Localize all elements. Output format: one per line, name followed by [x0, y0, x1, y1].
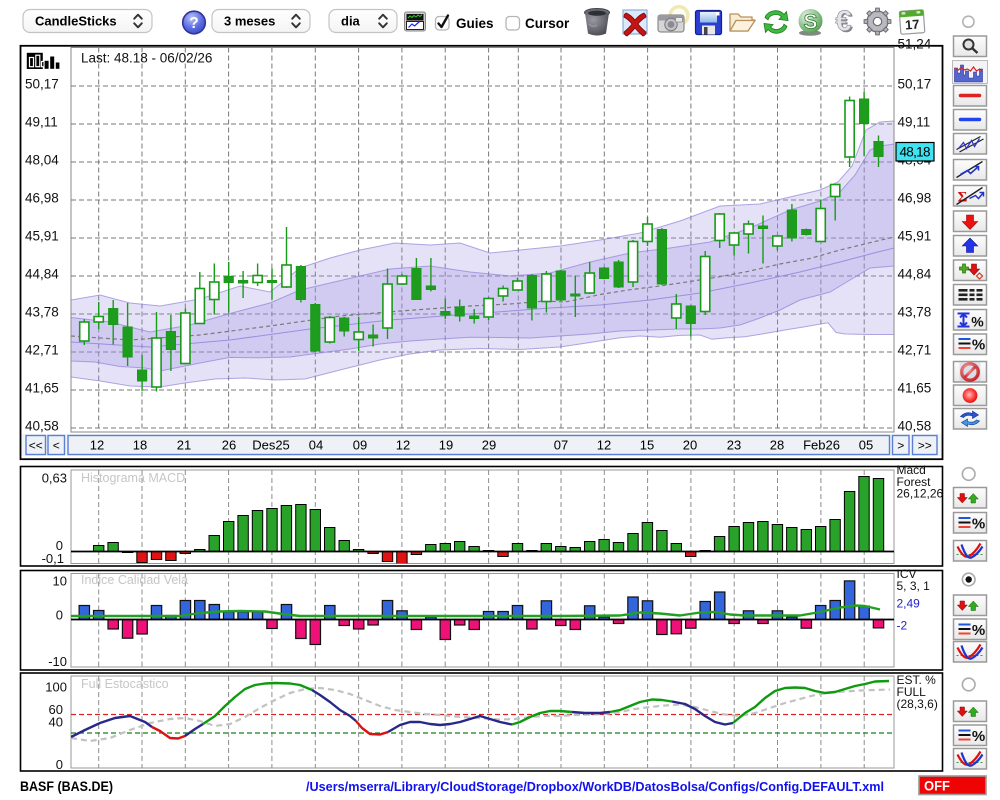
svg-text:Des25: Des25	[252, 438, 290, 453]
svg-text:05: 05	[859, 438, 873, 453]
svg-text:26,12,26: 26,12,26	[897, 487, 944, 501]
svg-text:3 meses: 3 meses	[224, 14, 275, 29]
svg-text:FULL: FULL	[897, 685, 927, 699]
svg-text:18: 18	[133, 438, 147, 453]
svg-text:12: 12	[597, 438, 611, 453]
svg-text:43,78: 43,78	[898, 305, 932, 320]
svg-text:EST. %: EST. %	[897, 673, 937, 687]
svg-text:41,65: 41,65	[25, 381, 59, 396]
svg-text:50,17: 50,17	[25, 77, 59, 92]
svg-text:<: <	[53, 439, 60, 453]
svg-text:-2: -2	[897, 619, 908, 633]
svg-text:44,84: 44,84	[898, 267, 932, 282]
svg-text:17: 17	[905, 17, 920, 33]
svg-text:42,71: 42,71	[898, 343, 932, 358]
svg-text:0: 0	[56, 757, 63, 772]
svg-text:0: 0	[56, 608, 63, 623]
svg-text:28: 28	[770, 438, 784, 453]
svg-text:15: 15	[640, 438, 654, 453]
svg-text:Last: 48.18 - 06/02/26: Last: 48.18 - 06/02/26	[81, 51, 212, 66]
svg-text:40,58: 40,58	[898, 419, 932, 434]
svg-text:OFF: OFF	[924, 779, 950, 794]
svg-text:Indice Calidad Vela: Indice Calidad Vela	[81, 573, 188, 587]
svg-text:(28,3,6): (28,3,6)	[897, 697, 938, 711]
svg-text:60: 60	[49, 702, 63, 717]
svg-text:26: 26	[222, 438, 236, 453]
svg-text:S: S	[803, 11, 817, 34]
svg-text:50,17: 50,17	[898, 77, 932, 92]
svg-text:CandleSticks: CandleSticks	[35, 14, 117, 29]
svg-text:09: 09	[353, 438, 367, 453]
svg-text:>>: >>	[918, 439, 932, 453]
svg-text:48,04: 48,04	[25, 153, 59, 168]
svg-text:€: €	[835, 6, 851, 38]
svg-text:46,98: 46,98	[898, 191, 932, 206]
svg-text:%: %	[972, 337, 985, 354]
svg-text:43,78: 43,78	[25, 305, 59, 320]
svg-text:Histograma MACD: Histograma MACD	[81, 471, 185, 485]
svg-text:48,18: 48,18	[900, 145, 931, 160]
svg-text:0: 0	[56, 538, 63, 553]
svg-text:Σ: Σ	[958, 190, 968, 206]
svg-text:0,63: 0,63	[42, 471, 67, 486]
svg-text:44,84: 44,84	[25, 267, 59, 282]
svg-text:Full Estocastico: Full Estocastico	[81, 677, 169, 691]
svg-text:Feb26: Feb26	[803, 438, 840, 453]
svg-text:Forest: Forest	[897, 475, 932, 489]
svg-text:Macd: Macd	[897, 463, 926, 477]
svg-text:49,11: 49,11	[898, 115, 931, 130]
svg-text:12: 12	[90, 438, 104, 453]
svg-text:-10: -10	[48, 654, 67, 669]
svg-text:%: %	[972, 516, 985, 533]
svg-text:>: >	[897, 439, 904, 453]
svg-text:100: 100	[45, 680, 67, 695]
svg-text:5, 3, 1: 5, 3, 1	[897, 579, 931, 593]
svg-text:<<: <<	[29, 439, 43, 453]
svg-text:51,24: 51,24	[898, 37, 932, 52]
svg-text:21: 21	[177, 438, 191, 453]
svg-text:40,58: 40,58	[25, 419, 59, 434]
svg-text:Guies: Guies	[456, 16, 494, 31]
svg-text:42,71: 42,71	[25, 343, 59, 358]
svg-text:29: 29	[482, 438, 496, 453]
svg-text:07: 07	[554, 438, 568, 453]
svg-text:ICV: ICV	[897, 567, 917, 581]
svg-text:%: %	[972, 728, 985, 745]
svg-text:BASF (BAS.DE): BASF (BAS.DE)	[20, 779, 113, 794]
svg-text:19: 19	[439, 438, 453, 453]
svg-text:49,11: 49,11	[25, 115, 58, 130]
svg-text:2,49: 2,49	[897, 597, 921, 611]
svg-text:dia: dia	[341, 14, 361, 29]
svg-text:10: 10	[53, 574, 67, 589]
svg-text:-0,1: -0,1	[42, 551, 64, 566]
svg-text:%: %	[972, 622, 985, 639]
svg-text:46,98: 46,98	[25, 191, 59, 206]
svg-text:?: ?	[189, 15, 198, 32]
svg-text:40: 40	[49, 715, 63, 730]
svg-text:/Users/mserra/Library/CloudSto: /Users/mserra/Library/CloudStorage/Dropb…	[306, 779, 884, 794]
svg-text:45,91: 45,91	[25, 229, 59, 244]
svg-text:20: 20	[683, 438, 697, 453]
svg-text:Cursor: Cursor	[525, 16, 570, 31]
svg-text:41,65: 41,65	[898, 381, 932, 396]
svg-text:%: %	[971, 314, 984, 330]
svg-text:23: 23	[727, 438, 741, 453]
svg-text:45,91: 45,91	[898, 229, 932, 244]
svg-text:04: 04	[309, 438, 323, 453]
svg-text:€: €	[837, 6, 854, 39]
svg-text:12: 12	[396, 438, 410, 453]
